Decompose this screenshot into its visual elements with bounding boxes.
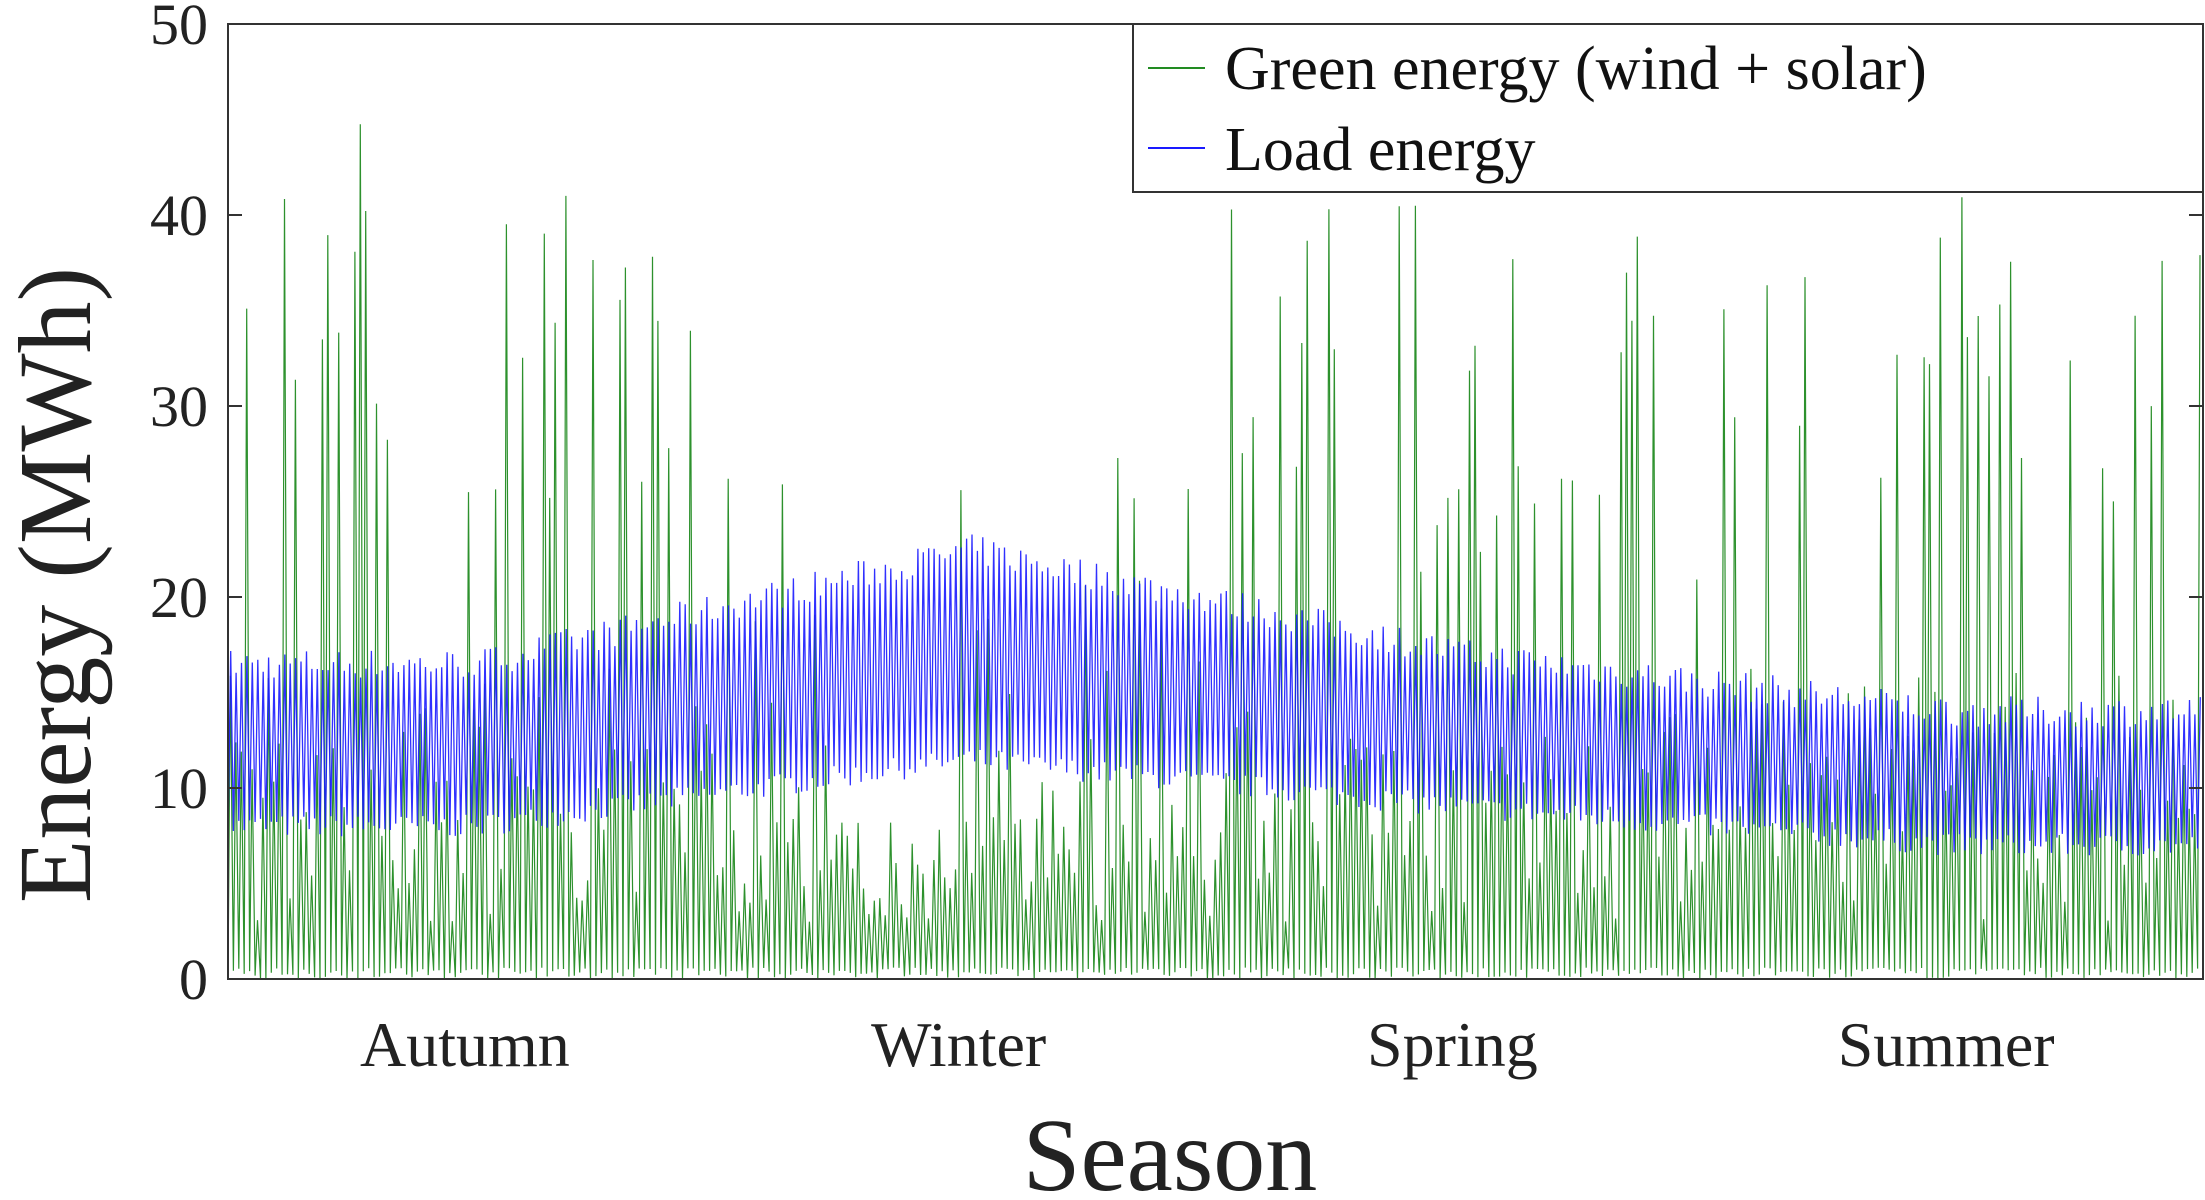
y-tick-label: 30 (150, 374, 208, 439)
green-energy-series (227, 124, 2201, 980)
x-tick-label-winter: Winter (871, 1009, 1046, 1080)
legend-box (1132, 23, 2204, 193)
y-axis: 0 10 20 30 40 50 (150, 0, 2203, 1012)
y-axis-title: Energy (MWh) (0, 267, 113, 903)
x-axis: Autumn Winter Spring Summer (360, 1009, 2055, 1080)
y-tick-label: 0 (179, 947, 208, 1012)
legend: Green energy (wind + solar) Load energy (1132, 23, 2204, 193)
load-energy-series (227, 534, 2201, 856)
legend-label-green: Green energy (wind + solar) (1225, 35, 1927, 103)
green-energy-line (227, 124, 2201, 980)
y-tick-label: 10 (150, 756, 208, 821)
legend-label-load: Load energy (1225, 116, 1535, 184)
x-tick-label-summer: Summer (1838, 1009, 2055, 1080)
y-tick-label: 40 (150, 183, 208, 248)
y-tick-label: 20 (150, 565, 208, 630)
x-tick-label-spring: Spring (1367, 1009, 1538, 1080)
y-tick-label: 50 (150, 0, 208, 57)
x-tick-label-autumn: Autumn (360, 1009, 570, 1080)
load-energy-line (227, 534, 2201, 856)
x-axis-title: Season (1023, 1098, 1318, 1200)
